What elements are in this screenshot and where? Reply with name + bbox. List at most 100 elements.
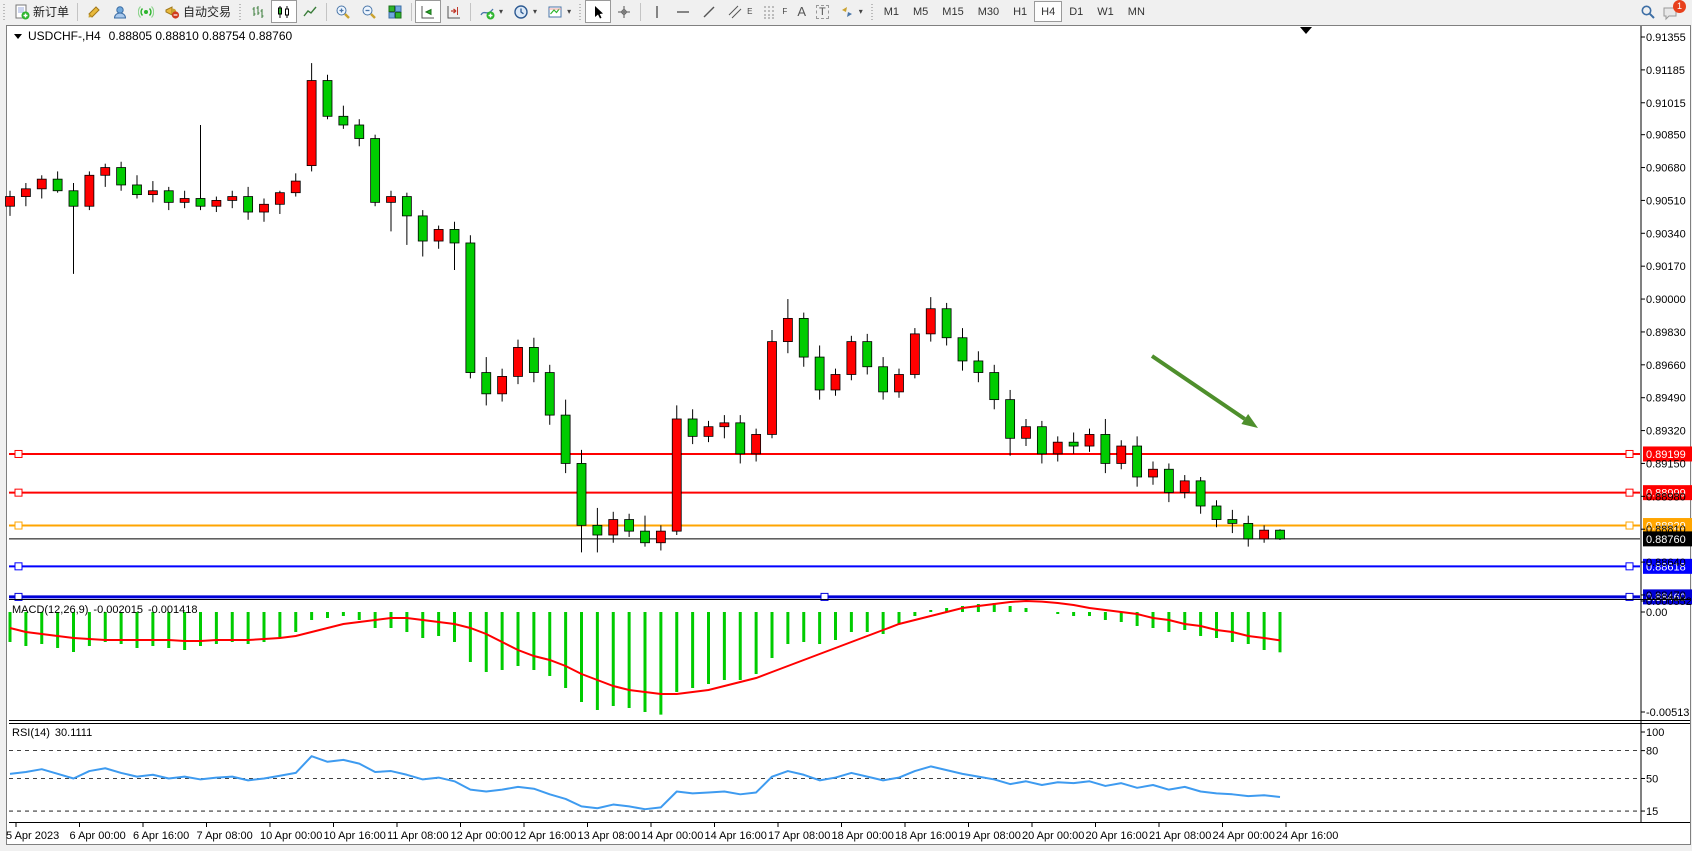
metaeditor-button[interactable] bbox=[81, 0, 107, 23]
hline-handle[interactable] bbox=[1625, 449, 1634, 458]
candle bbox=[227, 196, 238, 201]
hline-handle[interactable] bbox=[1625, 488, 1634, 497]
indicators-button[interactable]: ▾ bbox=[474, 0, 508, 23]
zoom-in-button[interactable] bbox=[330, 0, 356, 23]
chart-candles-button[interactable] bbox=[271, 0, 298, 23]
candle bbox=[1227, 519, 1238, 524]
chat-button[interactable]: 1 bbox=[1662, 0, 1686, 22]
search-icon[interactable] bbox=[1640, 4, 1656, 20]
price-badge bbox=[1643, 531, 1692, 547]
news-button[interactable] bbox=[133, 0, 159, 23]
toolbar-separator bbox=[470, 2, 472, 21]
zoom-out-icon bbox=[362, 5, 376, 19]
timeframe-m5[interactable]: M5 bbox=[913, 5, 929, 18]
toolbar-grip[interactable] bbox=[869, 3, 875, 20]
hline-handle[interactable] bbox=[1625, 592, 1634, 601]
candle bbox=[1163, 468, 1174, 493]
hline-handle[interactable] bbox=[14, 592, 23, 601]
mql5-community-button[interactable] bbox=[107, 0, 133, 23]
hline-handle[interactable] bbox=[14, 562, 23, 571]
text-button[interactable]: A bbox=[792, 0, 811, 23]
candle bbox=[84, 174, 95, 207]
candle bbox=[116, 167, 127, 186]
toolbar-separator bbox=[640, 2, 642, 21]
templates-button[interactable]: ▾ bbox=[542, 0, 576, 23]
chart-bars-button[interactable] bbox=[245, 0, 271, 23]
x-tick-label: 11 Apr 08:00 bbox=[387, 830, 449, 842]
candle bbox=[195, 198, 206, 207]
notification-badge[interactable]: 1 bbox=[1673, 0, 1686, 13]
toolbar-grip[interactable] bbox=[578, 3, 584, 20]
toolbar-grip[interactable] bbox=[238, 3, 244, 20]
x-tick-label: 10 Apr 16:00 bbox=[324, 830, 386, 842]
indicators-layer bbox=[8, 599, 1640, 812]
hline-handle[interactable] bbox=[1625, 562, 1634, 571]
arrows-button[interactable]: ▾ bbox=[834, 0, 868, 23]
macd-scale-zero: 0.00 bbox=[1646, 607, 1667, 619]
hlines-layer[interactable] bbox=[9, 449, 1640, 601]
indicators-dropdown-caret[interactable]: ▾ bbox=[499, 7, 504, 16]
price-badge-label: 0.88760 bbox=[1646, 534, 1686, 546]
auto-scroll-icon bbox=[421, 5, 435, 18]
timeframe-m1[interactable]: M1 bbox=[883, 5, 900, 18]
hline-handle[interactable] bbox=[1625, 521, 1634, 530]
new-order-button[interactable]: 新订单 bbox=[9, 0, 74, 23]
rsi-line bbox=[9, 755, 1281, 811]
equidistant-channel-icon bbox=[728, 5, 742, 18]
candle bbox=[1211, 505, 1222, 520]
trend-arrow-line[interactable] bbox=[1150, 354, 1246, 421]
timeframe-mn[interactable]: MN bbox=[1127, 5, 1145, 18]
periods-dropdown-caret[interactable]: ▾ bbox=[533, 7, 538, 16]
toolbar-grip[interactable] bbox=[2, 3, 7, 20]
auto-scroll-button[interactable] bbox=[415, 0, 442, 23]
arrows-dropdown-caret[interactable]: ▾ bbox=[858, 7, 863, 16]
candle bbox=[1100, 434, 1111, 464]
chart-line-button[interactable] bbox=[297, 0, 323, 23]
hline-handle[interactable] bbox=[14, 521, 23, 530]
periods-button[interactable]: ▾ bbox=[508, 0, 542, 23]
timeframe-m30[interactable]: M30 bbox=[977, 5, 1000, 18]
cursor-button[interactable] bbox=[585, 0, 612, 23]
y-tick-label: 0.88810 bbox=[1646, 524, 1686, 536]
timeframe-m15[interactable]: M15 bbox=[942, 5, 964, 18]
fibonacci-button[interactable]: F bbox=[757, 0, 792, 23]
timeframe-d1[interactable]: D1 bbox=[1069, 5, 1084, 18]
vertical-line-button[interactable] bbox=[644, 0, 670, 23]
candle bbox=[163, 190, 174, 203]
x-tick-label: 20 Apr 16:00 bbox=[1086, 830, 1148, 842]
templates-dropdown-caret[interactable]: ▾ bbox=[567, 7, 572, 16]
mql5-community-icon bbox=[114, 5, 127, 18]
y-tick-label: 0.90340 bbox=[1646, 228, 1686, 240]
trendline-button[interactable] bbox=[696, 0, 722, 23]
y-tick-label: 0.90510 bbox=[1646, 195, 1686, 207]
horizontal-line-button[interactable] bbox=[670, 0, 696, 23]
chart-shift-button[interactable] bbox=[441, 0, 467, 23]
candle bbox=[259, 203, 269, 213]
candle bbox=[1068, 441, 1079, 447]
candle bbox=[20, 188, 31, 197]
price-badge bbox=[1643, 558, 1692, 574]
auto-trading-label: 自动交易 bbox=[183, 5, 232, 19]
crosshair-button[interactable] bbox=[611, 0, 637, 23]
hline-handle[interactable] bbox=[820, 592, 829, 601]
chart-dropdown-toggle[interactable] bbox=[14, 34, 22, 39]
channel-button[interactable]: E bbox=[722, 0, 757, 23]
candle bbox=[290, 180, 301, 194]
timeframe-h1[interactable]: H1 bbox=[1013, 5, 1028, 18]
chart-window-border bbox=[6, 25, 1691, 845]
candle bbox=[687, 418, 698, 437]
hline-handle[interactable] bbox=[14, 449, 23, 458]
timeframe-w1[interactable]: W1 bbox=[1097, 5, 1114, 18]
y-tick-label: 0.88980 bbox=[1646, 491, 1686, 503]
hline-handle[interactable] bbox=[14, 488, 23, 497]
candle bbox=[814, 356, 825, 391]
timeframe-h4[interactable]: H4 bbox=[1034, 1, 1063, 22]
tile-windows-button[interactable] bbox=[382, 0, 408, 23]
text-label-button[interactable]: T bbox=[811, 0, 834, 23]
auto-trading-button[interactable]: 自动交易 bbox=[159, 0, 236, 23]
trend-arrow-head[interactable] bbox=[1241, 414, 1258, 428]
channel-letter: E bbox=[747, 7, 753, 16]
zoom-out-button[interactable] bbox=[356, 0, 382, 23]
